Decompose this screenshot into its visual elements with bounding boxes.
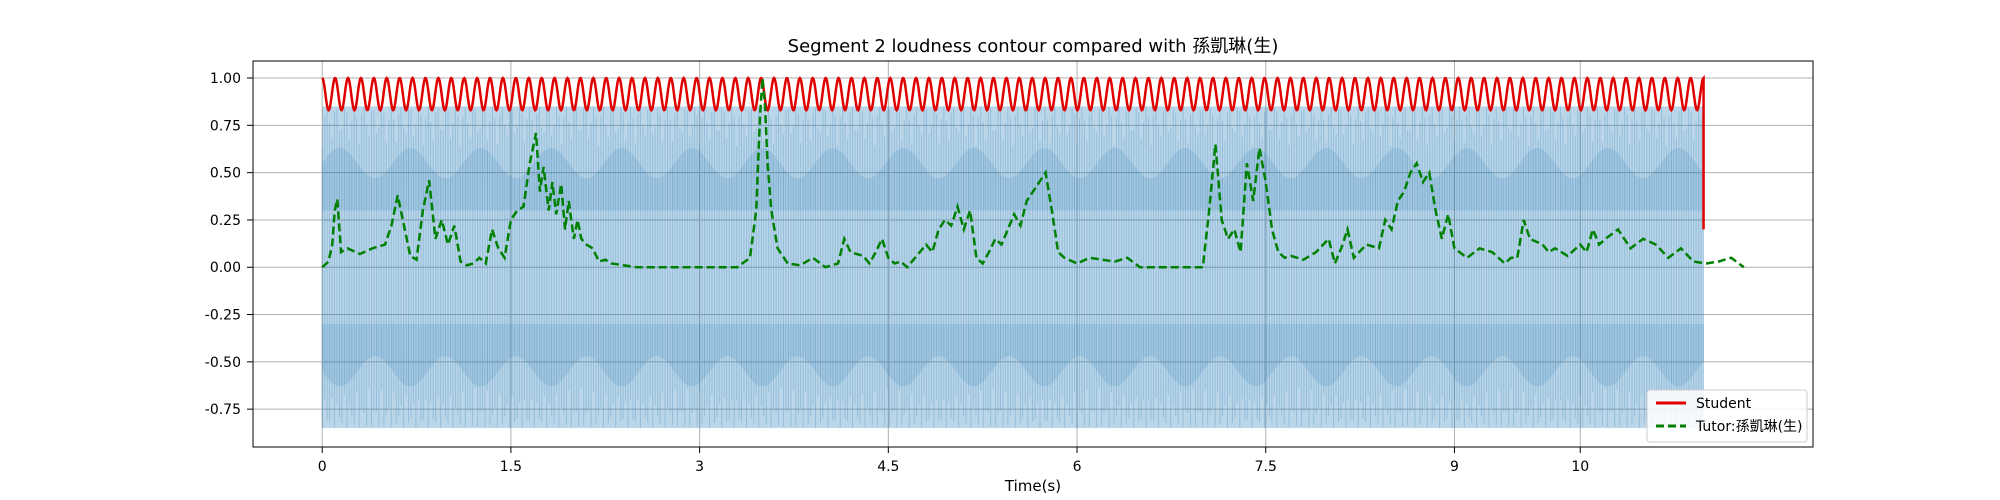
x-tick-label: 0 <box>318 459 327 475</box>
series-layer <box>321 74 1745 270</box>
x-tick-label: 4.5 <box>877 459 899 475</box>
grid <box>253 61 1813 447</box>
x-tick-label: 9 <box>1450 459 1459 475</box>
y-tick-label: 0.50 <box>210 166 241 182</box>
waveform-envelope <box>322 106 1704 429</box>
y-tick-label: -0.50 <box>205 355 241 371</box>
y-tick-label: 0.00 <box>210 260 241 276</box>
waveform-dense-band <box>321 148 1704 387</box>
x-tick-label: 3 <box>695 459 704 475</box>
y-tick-label: -0.25 <box>205 308 241 324</box>
chart-title: Segment 2 loudness contour compared with… <box>788 36 1279 57</box>
y-tick-label: -0.75 <box>205 402 241 418</box>
x-axis-title: Time(s) <box>1004 477 1061 495</box>
waveform-samples <box>321 106 1704 429</box>
waveform <box>321 106 1704 429</box>
y-tick-label: 1.00 <box>210 71 241 87</box>
legend-box <box>1646 389 1808 443</box>
y-tick-label: 0.75 <box>210 118 241 134</box>
x-tick-label: 6 <box>1073 459 1082 475</box>
x-tick-label: 1.5 <box>500 459 522 475</box>
legend-tutor-label: Tutor:孫凱琳(生) <box>1695 419 1803 435</box>
legend-student-label: Student <box>1696 396 1752 412</box>
x-tick-label: 7.5 <box>1255 459 1277 475</box>
y-tick-label: 0.25 <box>210 213 241 229</box>
plot-frame <box>252 60 1814 448</box>
x-tick-label: 10 <box>1571 459 1589 475</box>
axes: 0 1.5 3 4.5 6 7.5 9 10 1.00 0.75 0.50 0.25 0.00 -0.25… <box>205 71 1589 475</box>
legend: Student Tutor:孫凱琳(生) <box>1646 389 1808 443</box>
series-student-line <box>321 74 1705 230</box>
